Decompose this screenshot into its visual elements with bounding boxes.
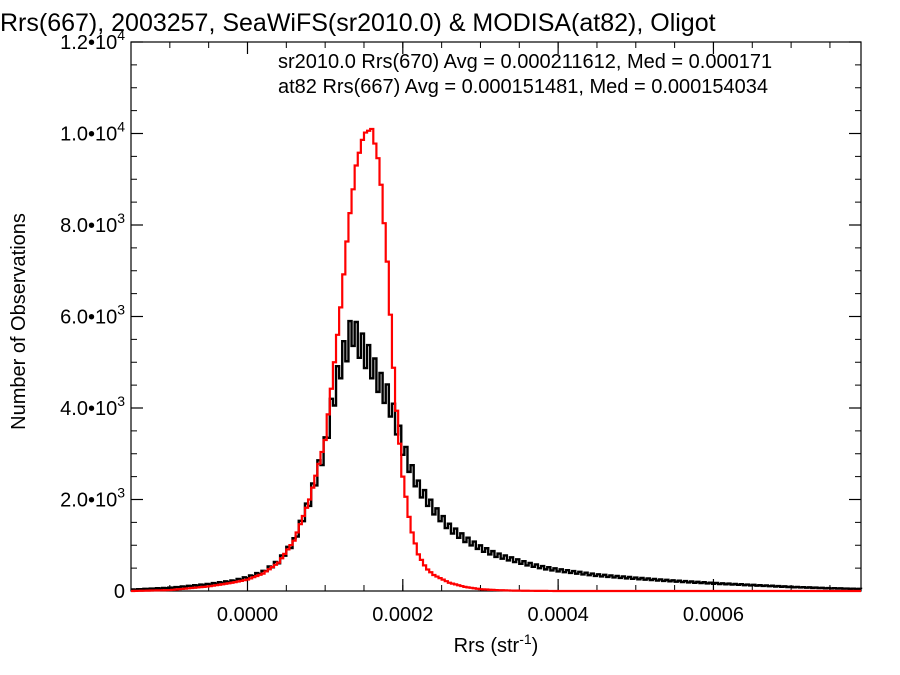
y-axis-label: Number of Observations	[8, 213, 30, 430]
legend-seawifs: sr2010.0 Rrs(670) Avg = 0.000211612, Med…	[278, 51, 772, 73]
legend-modisa: at82 Rrs(667) Avg = 0.000151481, Med = 0…	[278, 76, 768, 98]
y-tick-label: 8.0•103	[60, 210, 125, 237]
x-tick-label: 0.0004	[528, 604, 589, 626]
y-tick-label: 6.0•103	[60, 302, 125, 329]
x-tick-label: 0.0002	[372, 604, 433, 626]
y-tick-label: 1.2•104	[60, 27, 125, 54]
y-tick-label: 4.0•103	[60, 393, 125, 420]
y-tick-label: 1.0•104	[60, 119, 125, 146]
x-tick-label: 0.0000	[217, 604, 278, 626]
y-tick-label: 2.0•103	[60, 485, 125, 512]
series-modisa	[131, 127, 861, 593]
x-axis-label: Rrs (str-1)	[454, 631, 539, 657]
y-tick-label: 0	[114, 581, 125, 603]
chart-title: Rrs(667), 2003257, SeaWiFS(sr2010.0) & M…	[0, 9, 716, 37]
x-tick-label: 0.0006	[683, 604, 744, 626]
series-seawifs	[131, 319, 863, 591]
plot-frame	[130, 41, 862, 592]
